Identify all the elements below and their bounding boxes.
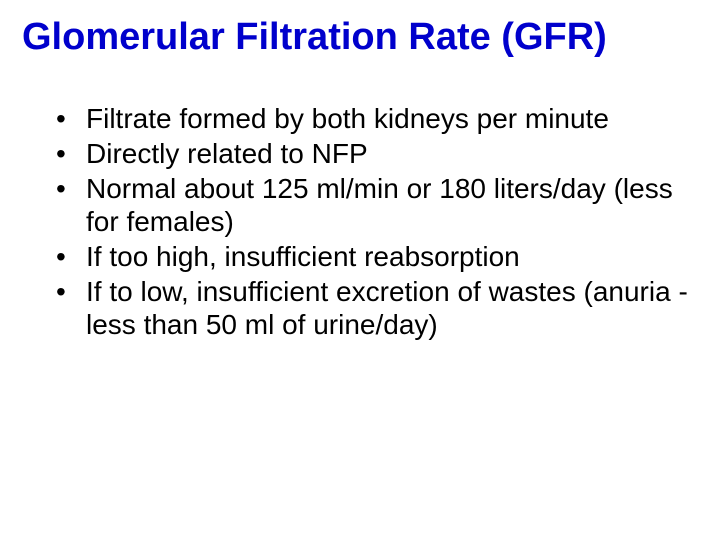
list-item: Normal about 125 ml/min or 180 liters/da… bbox=[56, 172, 700, 238]
bullet-list: Filtrate formed by both kidneys per minu… bbox=[20, 102, 700, 341]
list-item: If too high, insufficient reabsorption bbox=[56, 240, 700, 273]
list-item: Filtrate formed by both kidneys per minu… bbox=[56, 102, 700, 135]
list-item: Directly related to NFP bbox=[56, 137, 700, 170]
list-item: If to low, insufficient excretion of was… bbox=[56, 275, 700, 341]
slide-title: Glomerular Filtration Rate (GFR) bbox=[20, 18, 700, 58]
